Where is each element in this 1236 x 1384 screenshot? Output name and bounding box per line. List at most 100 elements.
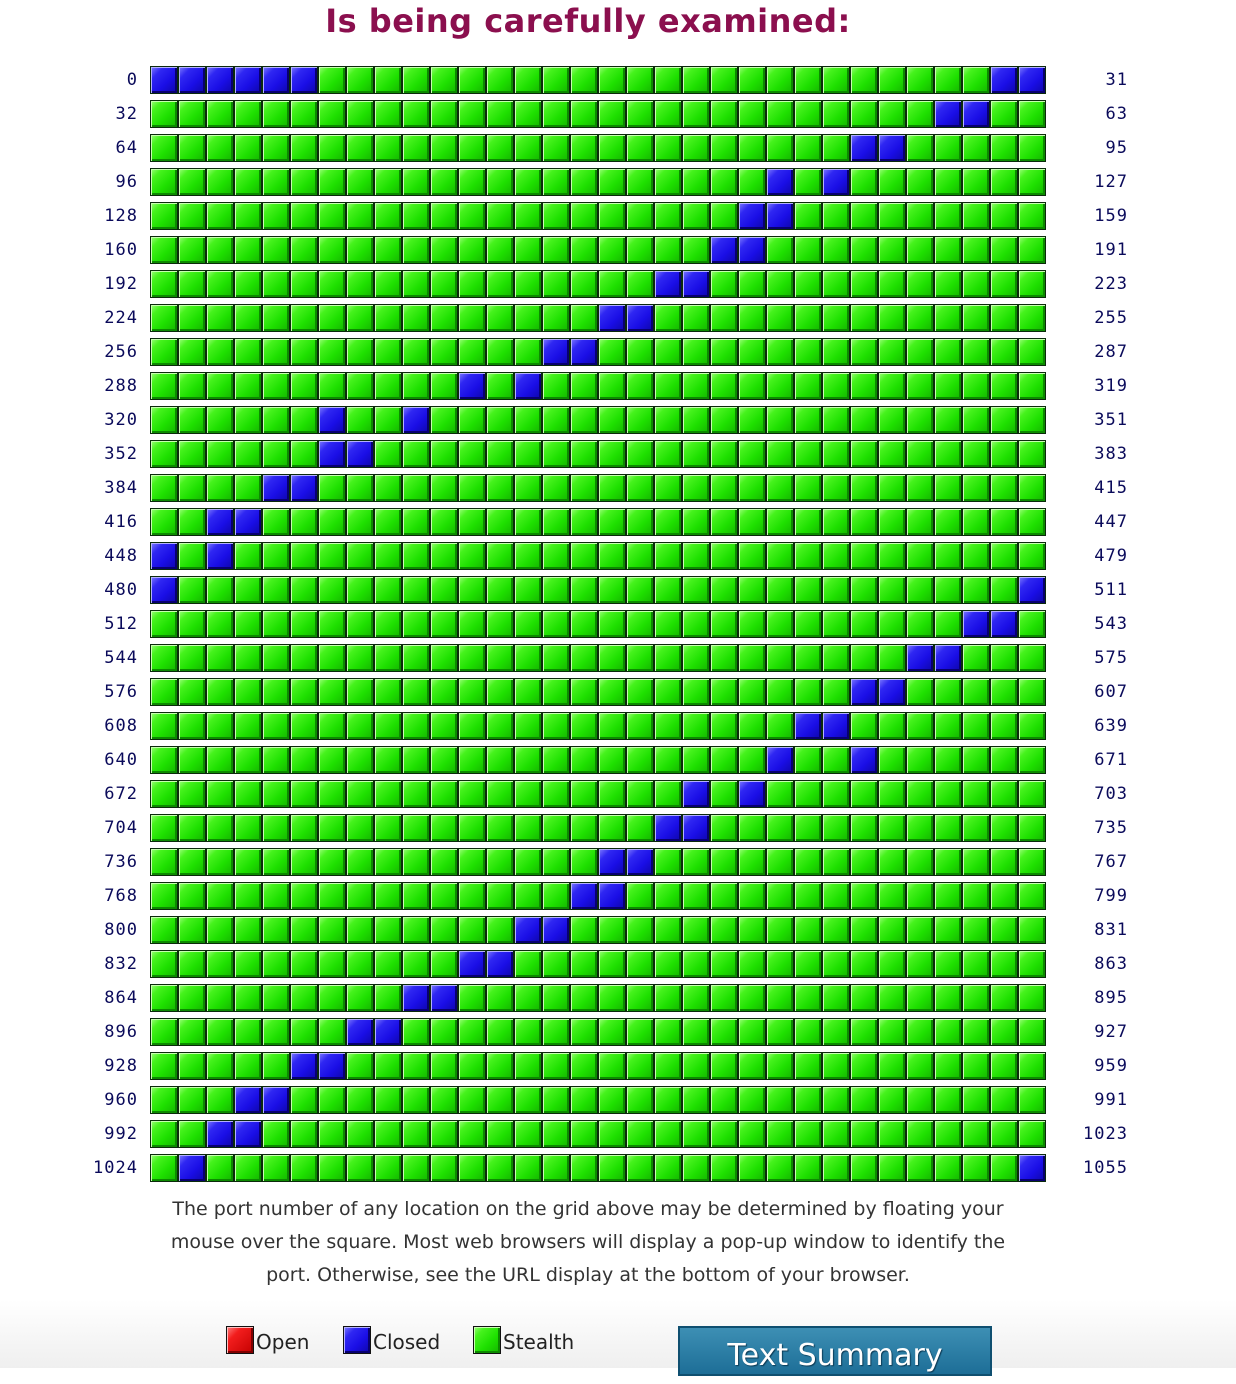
port-cell-stealth[interactable] — [458, 882, 486, 910]
port-cell-stealth[interactable] — [738, 168, 766, 196]
port-cell-stealth[interactable] — [822, 304, 850, 332]
port-cell-stealth[interactable] — [598, 168, 626, 196]
port-cell-stealth[interactable] — [486, 100, 514, 128]
port-cell-closed[interactable] — [542, 916, 570, 944]
port-cell-stealth[interactable] — [738, 338, 766, 366]
port-cell-stealth[interactable] — [150, 1154, 178, 1182]
port-cell-stealth[interactable] — [878, 270, 906, 298]
port-cell-stealth[interactable] — [626, 440, 654, 468]
port-cell-stealth[interactable] — [514, 474, 542, 502]
port-cell-stealth[interactable] — [878, 950, 906, 978]
port-cell-stealth[interactable] — [458, 1052, 486, 1080]
port-cell-stealth[interactable] — [626, 372, 654, 400]
port-cell-stealth[interactable] — [178, 780, 206, 808]
port-cell-stealth[interactable] — [850, 304, 878, 332]
port-cell-stealth[interactable] — [1018, 202, 1046, 230]
port-cell-stealth[interactable] — [654, 1154, 682, 1182]
port-cell-stealth[interactable] — [262, 372, 290, 400]
port-cell-stealth[interactable] — [766, 508, 794, 536]
port-cell-stealth[interactable] — [626, 1154, 654, 1182]
port-cell-stealth[interactable] — [990, 542, 1018, 570]
port-cell-stealth[interactable] — [570, 474, 598, 502]
port-cell-closed[interactable] — [822, 168, 850, 196]
port-cell-stealth[interactable] — [850, 1086, 878, 1114]
port-cell-stealth[interactable] — [794, 236, 822, 264]
port-cell-stealth[interactable] — [878, 814, 906, 842]
port-cell-stealth[interactable] — [318, 746, 346, 774]
port-cell-stealth[interactable] — [262, 678, 290, 706]
port-cell-stealth[interactable] — [486, 542, 514, 570]
port-cell-stealth[interactable] — [318, 814, 346, 842]
port-cell-stealth[interactable] — [962, 1120, 990, 1148]
port-cell-stealth[interactable] — [290, 202, 318, 230]
port-cell-stealth[interactable] — [430, 848, 458, 876]
port-cell-stealth[interactable] — [654, 304, 682, 332]
port-cell-stealth[interactable] — [626, 508, 654, 536]
port-cell-stealth[interactable] — [374, 1120, 402, 1148]
port-cell-stealth[interactable] — [430, 202, 458, 230]
port-cell-stealth[interactable] — [402, 372, 430, 400]
port-cell-stealth[interactable] — [682, 304, 710, 332]
port-cell-stealth[interactable] — [346, 372, 374, 400]
port-cell-stealth[interactable] — [710, 984, 738, 1012]
port-cell-stealth[interactable] — [682, 542, 710, 570]
port-cell-stealth[interactable] — [150, 950, 178, 978]
port-cell-stealth[interactable] — [850, 1018, 878, 1046]
port-cell-stealth[interactable] — [794, 848, 822, 876]
port-cell-stealth[interactable] — [290, 1120, 318, 1148]
port-cell-stealth[interactable] — [262, 848, 290, 876]
port-cell-stealth[interactable] — [990, 1052, 1018, 1080]
port-cell-stealth[interactable] — [430, 304, 458, 332]
port-cell-stealth[interactable] — [486, 508, 514, 536]
port-cell-stealth[interactable] — [962, 304, 990, 332]
port-cell-stealth[interactable] — [514, 746, 542, 774]
port-cell-stealth[interactable] — [738, 678, 766, 706]
port-cell-stealth[interactable] — [290, 814, 318, 842]
port-cell-stealth[interactable] — [738, 1154, 766, 1182]
port-cell-stealth[interactable] — [906, 338, 934, 366]
port-cell-closed[interactable] — [738, 202, 766, 230]
port-cell-closed[interactable] — [962, 610, 990, 638]
port-cell-stealth[interactable] — [458, 678, 486, 706]
port-cell-stealth[interactable] — [458, 712, 486, 740]
port-cell-stealth[interactable] — [626, 746, 654, 774]
port-cell-stealth[interactable] — [598, 576, 626, 604]
port-cell-stealth[interactable] — [542, 746, 570, 774]
port-cell-stealth[interactable] — [1018, 304, 1046, 332]
port-cell-stealth[interactable] — [346, 66, 374, 94]
port-cell-stealth[interactable] — [402, 1018, 430, 1046]
port-cell-stealth[interactable] — [738, 644, 766, 672]
port-cell-stealth[interactable] — [850, 236, 878, 264]
port-cell-stealth[interactable] — [822, 610, 850, 638]
port-cell-stealth[interactable] — [878, 610, 906, 638]
port-cell-stealth[interactable] — [962, 474, 990, 502]
port-cell-stealth[interactable] — [766, 916, 794, 944]
port-cell-stealth[interactable] — [626, 610, 654, 638]
port-cell-stealth[interactable] — [318, 304, 346, 332]
port-cell-stealth[interactable] — [962, 950, 990, 978]
port-cell-stealth[interactable] — [542, 168, 570, 196]
port-cell-stealth[interactable] — [850, 610, 878, 638]
port-cell-stealth[interactable] — [430, 950, 458, 978]
port-cell-stealth[interactable] — [514, 576, 542, 604]
port-cell-stealth[interactable] — [626, 406, 654, 434]
port-cell-stealth[interactable] — [150, 610, 178, 638]
port-cell-stealth[interactable] — [514, 848, 542, 876]
port-cell-stealth[interactable] — [906, 882, 934, 910]
port-cell-stealth[interactable] — [934, 984, 962, 1012]
port-cell-stealth[interactable] — [402, 814, 430, 842]
port-cell-stealth[interactable] — [570, 202, 598, 230]
port-cell-stealth[interactable] — [262, 406, 290, 434]
port-cell-stealth[interactable] — [794, 678, 822, 706]
port-cell-stealth[interactable] — [682, 644, 710, 672]
port-cell-stealth[interactable] — [682, 848, 710, 876]
port-cell-stealth[interactable] — [486, 916, 514, 944]
port-cell-stealth[interactable] — [458, 338, 486, 366]
port-cell-stealth[interactable] — [318, 542, 346, 570]
port-cell-stealth[interactable] — [990, 746, 1018, 774]
port-cell-stealth[interactable] — [430, 406, 458, 434]
port-cell-stealth[interactable] — [1018, 1018, 1046, 1046]
port-cell-stealth[interactable] — [766, 1052, 794, 1080]
port-cell-stealth[interactable] — [654, 440, 682, 468]
port-cell-stealth[interactable] — [262, 610, 290, 638]
